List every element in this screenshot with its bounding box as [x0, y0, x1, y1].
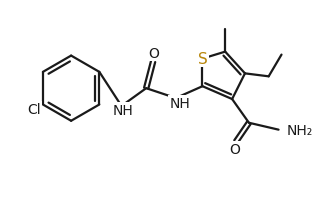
Text: O: O	[230, 143, 240, 157]
Text: S: S	[197, 52, 207, 67]
Text: Cl: Cl	[28, 103, 41, 117]
Text: O: O	[149, 46, 160, 60]
Text: NH: NH	[113, 103, 134, 117]
Text: NH₂: NH₂	[287, 123, 313, 137]
Text: NH: NH	[169, 97, 190, 110]
